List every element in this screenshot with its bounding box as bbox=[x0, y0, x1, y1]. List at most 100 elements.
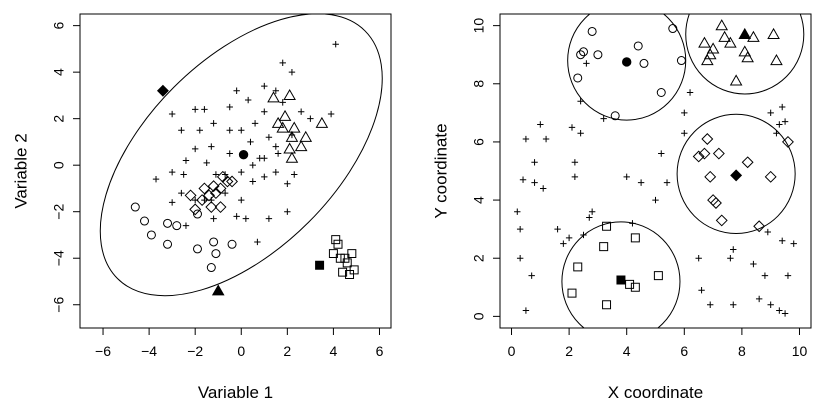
open-diamond-point bbox=[782, 135, 794, 148]
plus-point bbox=[168, 168, 176, 176]
filled-triangle-point bbox=[211, 284, 225, 296]
plus-point bbox=[265, 134, 273, 141]
open-circle-point bbox=[656, 88, 666, 97]
plot-frame bbox=[499, 13, 812, 329]
open-triangle-point bbox=[729, 74, 743, 86]
plus-point bbox=[623, 173, 630, 181]
plus-point bbox=[279, 99, 286, 106]
open-diamond-point bbox=[203, 189, 215, 202]
open-square-point bbox=[328, 249, 338, 259]
plus-point bbox=[629, 220, 636, 227]
y-tick-label: 0 bbox=[471, 312, 487, 320]
y-tick-label: 2 bbox=[51, 115, 67, 123]
plus-point bbox=[226, 150, 233, 157]
open-square-point bbox=[338, 267, 348, 277]
plus-point bbox=[251, 120, 259, 127]
plus-point bbox=[249, 178, 256, 185]
open-square-point bbox=[653, 271, 663, 281]
y-axis-label: Y coordinate bbox=[431, 123, 450, 218]
open-square-point bbox=[347, 249, 357, 259]
plus-point bbox=[583, 60, 590, 67]
open-diamond-point bbox=[712, 147, 725, 160]
plus-point bbox=[238, 168, 245, 176]
y-tick-label: −4 bbox=[51, 250, 67, 266]
x-tick-label: 6 bbox=[680, 343, 688, 359]
plus-point bbox=[247, 138, 254, 146]
open-diamond-point bbox=[715, 214, 728, 227]
plus-point bbox=[663, 179, 671, 186]
open-triangle-point bbox=[271, 116, 285, 128]
left-scatter-plot: −6 −4 −2 0 2 4 6 −6 −4 −2 0 2 4 6 Variable 1 Variable 2 bbox=[11, 13, 392, 402]
plus-point bbox=[773, 130, 780, 137]
plus-point bbox=[588, 208, 596, 215]
open-triangle-point bbox=[276, 121, 290, 133]
plot-content bbox=[514, 14, 805, 328]
right-scatter-plot: 0 2 4 6 8 10 0 2 4 6 8 10 X coordinate Y coordinate bbox=[431, 13, 812, 402]
plus-point bbox=[519, 176, 527, 183]
open-square-point bbox=[630, 282, 640, 292]
plus-point bbox=[261, 173, 268, 181]
open-square-point bbox=[340, 253, 350, 263]
plus-point bbox=[182, 157, 190, 164]
plus-point bbox=[658, 150, 665, 157]
open-diamond-point bbox=[764, 170, 777, 183]
open-circle-point bbox=[206, 263, 216, 273]
x-tick-label: −2 bbox=[187, 343, 203, 359]
cluster-circle bbox=[561, 221, 681, 328]
plus-point bbox=[577, 130, 584, 137]
plus-point bbox=[210, 215, 217, 222]
x-tick-label: 4 bbox=[330, 343, 338, 359]
filled-diamond-point bbox=[730, 169, 743, 182]
plus-point bbox=[332, 41, 339, 48]
open-circle-point bbox=[227, 239, 237, 249]
x-tick-label: −4 bbox=[141, 343, 157, 359]
open-triangle-point bbox=[770, 54, 783, 66]
open-diamond-point bbox=[207, 180, 220, 193]
plus-point bbox=[279, 59, 286, 67]
plus-point bbox=[652, 196, 659, 204]
open-circle-point bbox=[676, 56, 686, 66]
plus-point bbox=[554, 225, 561, 233]
plus-point bbox=[695, 255, 702, 262]
open-circle-point bbox=[639, 58, 649, 68]
plus-point bbox=[542, 135, 550, 143]
open-circle-point bbox=[192, 244, 202, 254]
plus-point bbox=[254, 238, 261, 246]
open-triangle-point bbox=[299, 130, 313, 142]
open-diamond-point bbox=[205, 201, 218, 214]
x-tick-label: 10 bbox=[792, 343, 808, 359]
plus-point bbox=[256, 155, 263, 162]
plus-point bbox=[327, 110, 335, 118]
plus-point bbox=[698, 287, 705, 294]
y-tick-label: 8 bbox=[471, 80, 487, 88]
open-triangle-point bbox=[698, 36, 711, 48]
open-circle-point bbox=[593, 50, 603, 60]
plus-point bbox=[238, 127, 245, 134]
open-square-point bbox=[345, 270, 355, 279]
open-triangle-point bbox=[294, 140, 308, 152]
y-tick-label: 4 bbox=[471, 196, 487, 204]
open-square-point bbox=[349, 265, 359, 275]
filled-circle-point bbox=[238, 150, 249, 160]
open-triangle-point bbox=[287, 121, 301, 133]
open-triangle-point bbox=[315, 116, 329, 128]
open-triangle-point bbox=[267, 91, 280, 103]
open-circle-point bbox=[576, 50, 586, 60]
plus-point bbox=[182, 222, 190, 229]
open-circle-point bbox=[211, 249, 221, 259]
filled-square-point bbox=[616, 275, 626, 285]
filled-square-point bbox=[315, 260, 325, 270]
plus-point bbox=[730, 301, 737, 308]
open-triangle-point bbox=[283, 88, 296, 101]
open-circle-point bbox=[130, 202, 140, 212]
plus-point bbox=[755, 295, 763, 303]
open-square-point bbox=[331, 235, 341, 245]
open-triangle-point bbox=[715, 19, 729, 31]
plus-point bbox=[226, 103, 233, 111]
plus-point bbox=[577, 98, 584, 105]
x-tick-label: 2 bbox=[283, 343, 291, 359]
x-tick-label: 0 bbox=[237, 343, 245, 359]
plot-frame bbox=[79, 13, 392, 329]
y-tick-label: 10 bbox=[471, 18, 487, 34]
plus-point bbox=[516, 225, 524, 233]
